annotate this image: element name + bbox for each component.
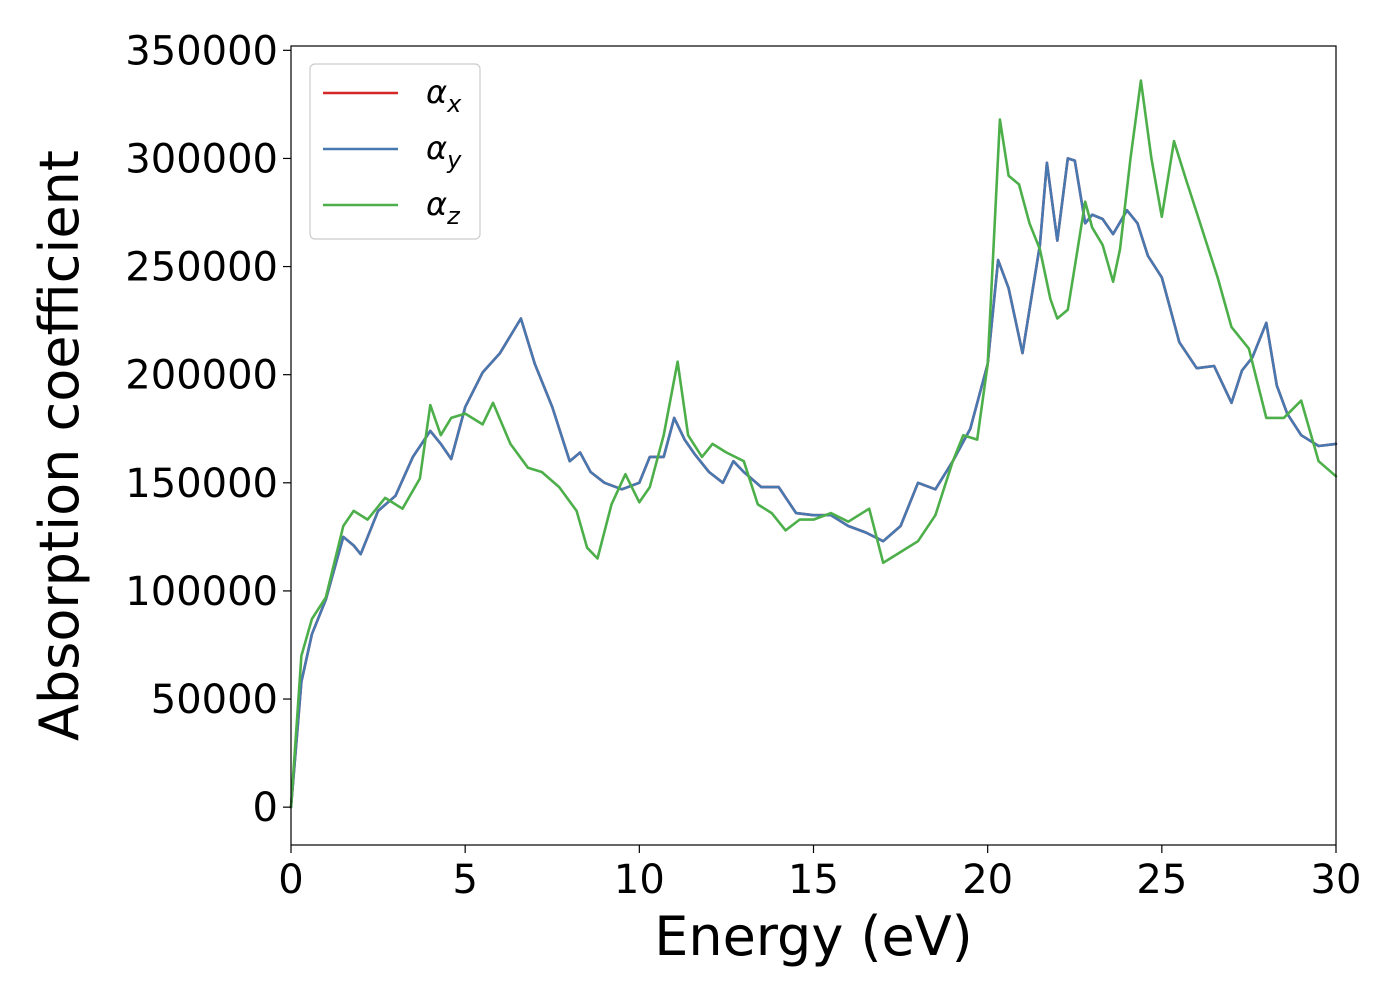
y-tick-label: 250000 <box>125 245 278 291</box>
y-axis-label: Absorption coefficient <box>28 150 91 741</box>
y-tick-label: 200000 <box>125 353 278 399</box>
x-tick-label: 0 <box>278 857 303 903</box>
x-tick-label: 30 <box>1311 857 1362 903</box>
legend-label-y: αy <box>426 129 462 174</box>
x-axis-ticks: 0 5 10 15 20 25 30 <box>278 845 1361 903</box>
x-tick-label: 5 <box>452 857 477 903</box>
x-axis-label: Energy (eV) <box>654 905 973 968</box>
legend-label-z: αz <box>426 185 461 230</box>
y-tick-label: 100000 <box>125 569 278 615</box>
x-tick-label: 15 <box>788 857 839 903</box>
x-tick-label: 20 <box>962 857 1013 903</box>
y-axis-ticks: 0 50000 100000 150000 200000 250000 300000 3500… <box>125 28 291 831</box>
y-tick-label: 350000 <box>125 28 278 74</box>
series-line-z <box>289 79 1338 809</box>
y-tick-label: 50000 <box>151 677 278 723</box>
y-tick-label: 0 <box>253 785 278 831</box>
series-layer <box>289 79 1338 809</box>
legend-box <box>309 63 481 240</box>
x-tick-label: 25 <box>1136 857 1187 903</box>
y-tick-label: 150000 <box>125 461 278 507</box>
x-tick-label: 10 <box>614 857 665 903</box>
legend: αx αy αz <box>309 63 481 240</box>
legend-label-x: αx <box>426 73 462 118</box>
y-tick-label: 300000 <box>125 136 278 182</box>
